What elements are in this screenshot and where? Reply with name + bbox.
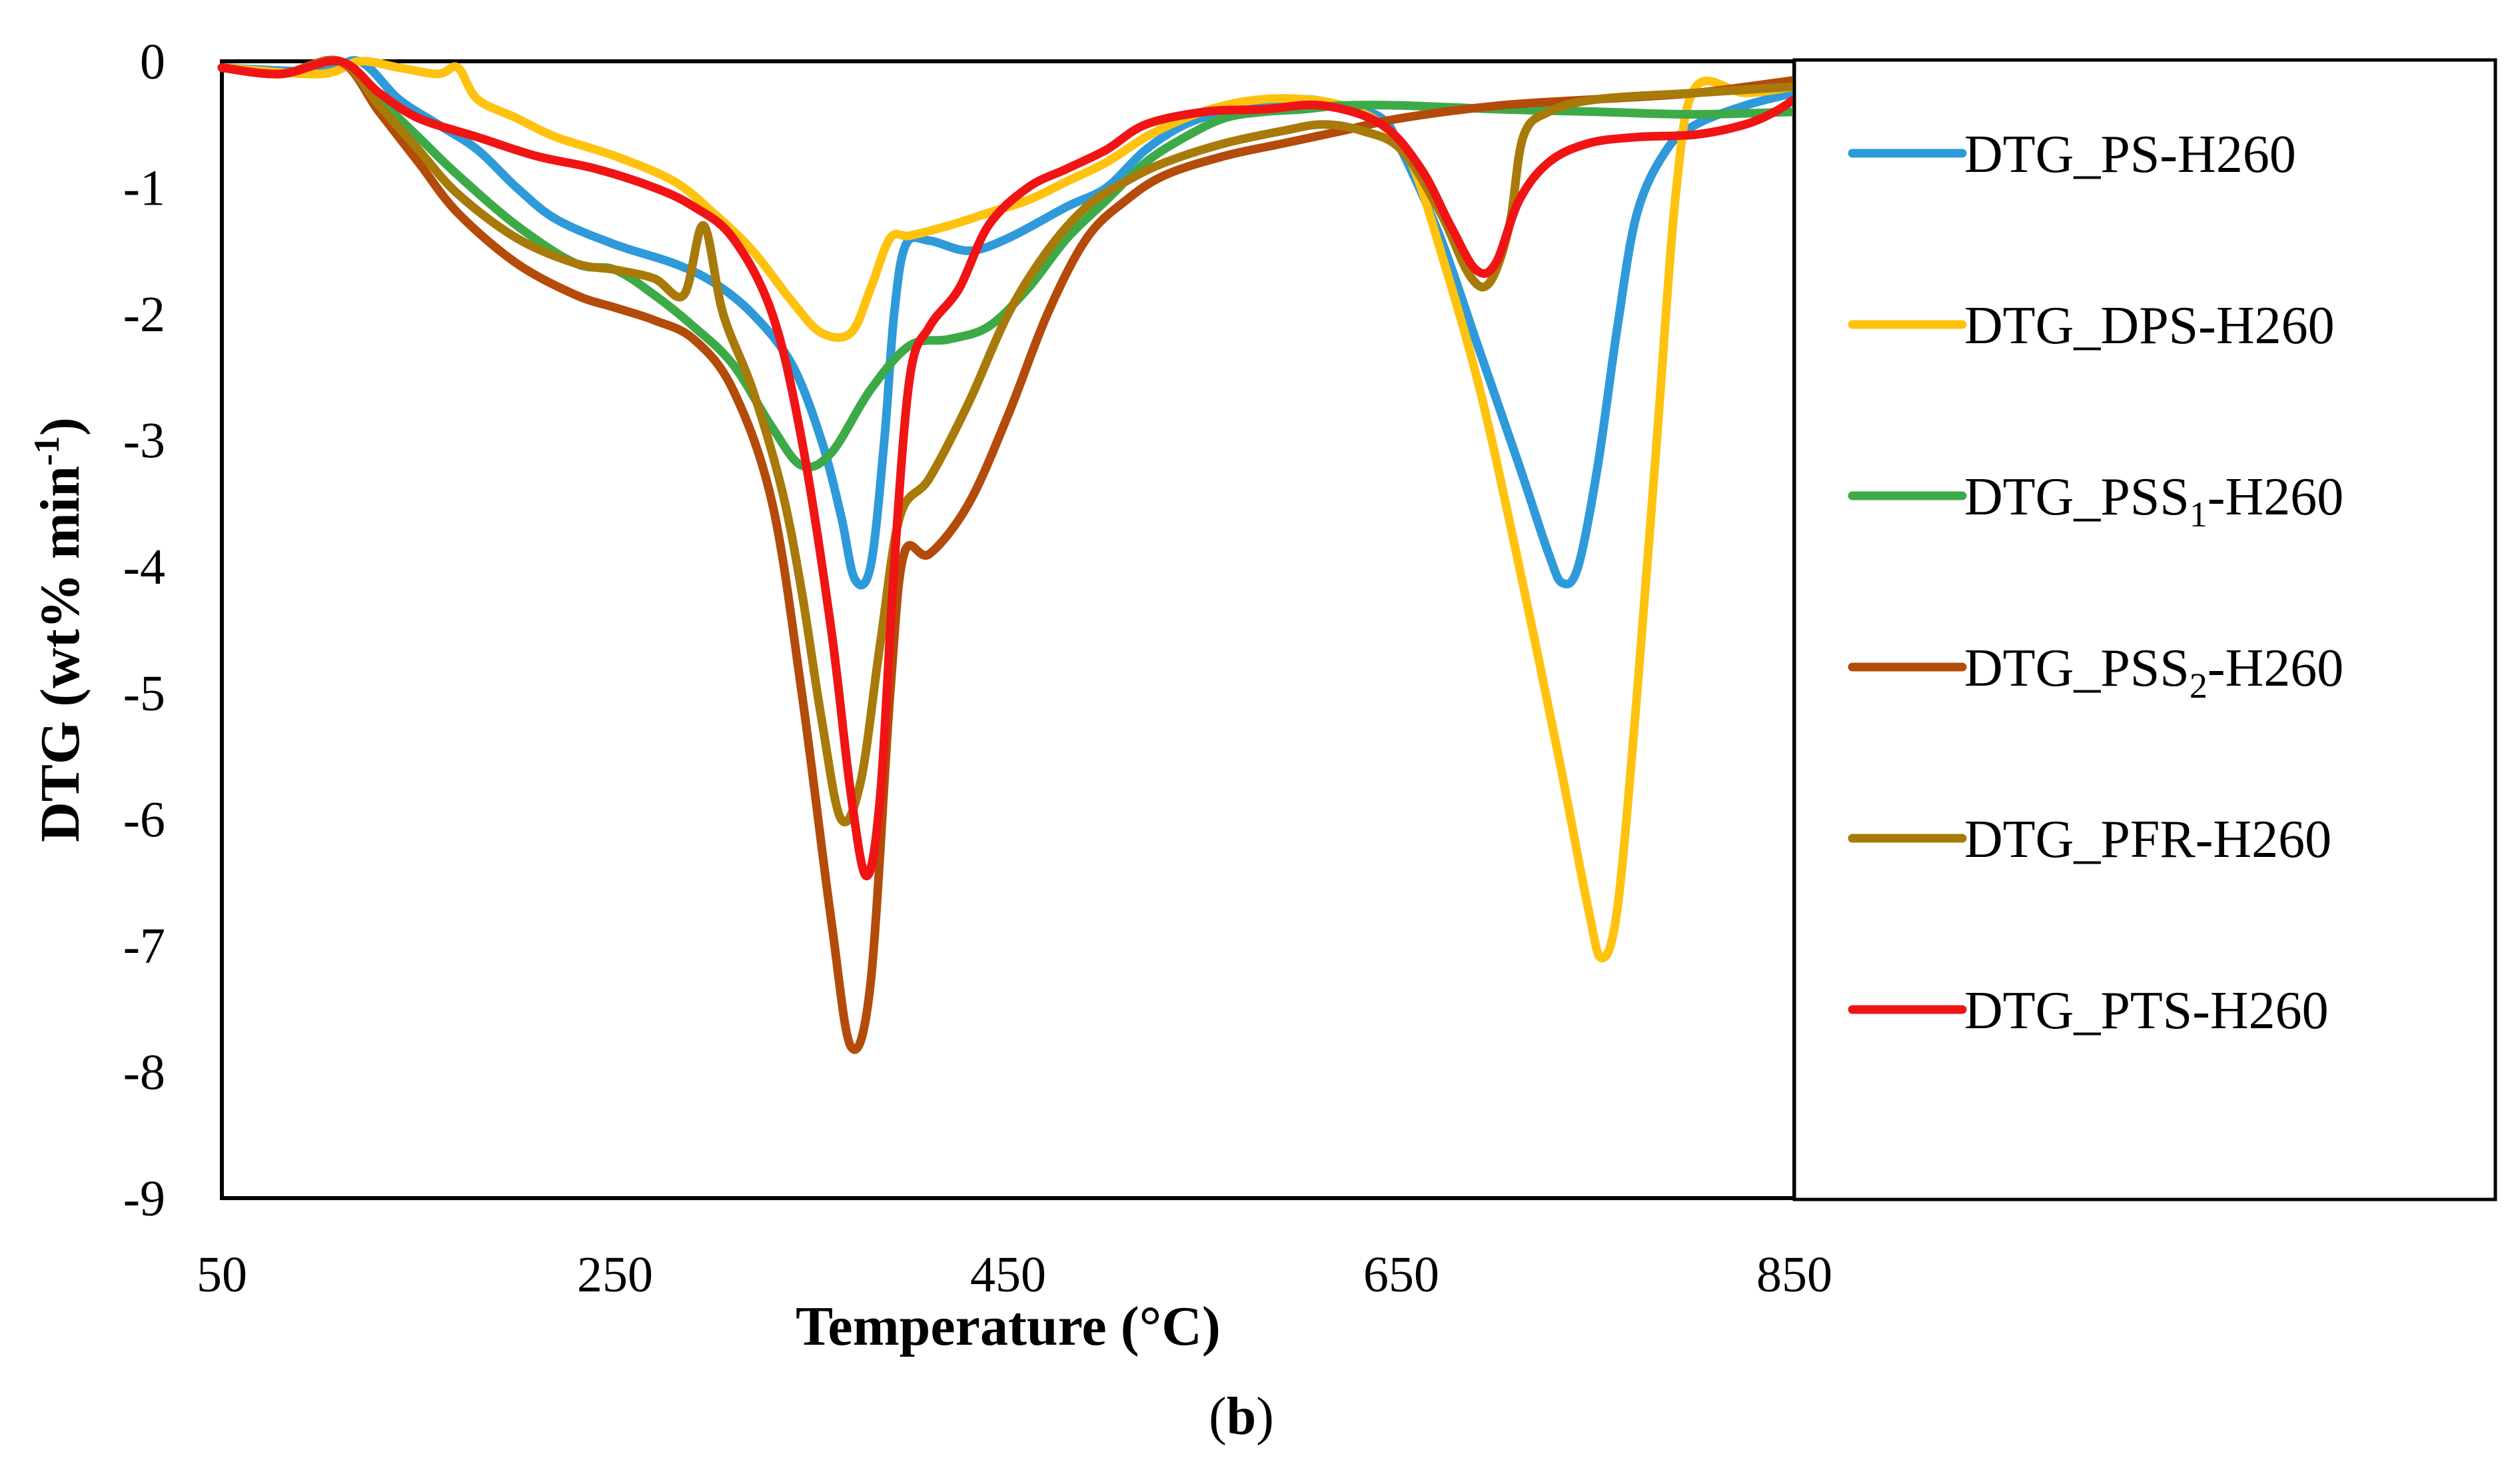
y-tick-label: 0 <box>140 34 165 90</box>
legend: DTG_PS-H260 DTG_DPS-H260 DTG_PSS1-H260 DTG_… <box>1848 125 2343 1040</box>
y-tick-label: -1 <box>123 161 165 217</box>
legend-label-1: DTG_PS-H260 <box>1964 125 2296 184</box>
y-tick-label: -7 <box>123 918 165 974</box>
y-tick-label: -2 <box>123 287 165 343</box>
series-layer <box>217 55 1799 1054</box>
x-tick-label: 850 <box>1756 1247 1832 1303</box>
y-tick-label: -8 <box>123 1044 165 1100</box>
x-tick-label: 50 <box>197 1247 247 1303</box>
legend-label-3: DTG_PSS1-H260 <box>1964 468 2343 534</box>
y-tick-label: -4 <box>123 539 165 595</box>
x-axis-ticks: 50 250 450 650 850 <box>197 1247 1832 1303</box>
y-axis-title: DTG (wt% min-1) <box>27 417 91 842</box>
y-tick-label: -5 <box>123 666 165 722</box>
legend-label-6: DTG_PTS-H260 <box>1964 982 2329 1040</box>
x-tick-label: 450 <box>970 1247 1046 1303</box>
y-tick-label: -6 <box>123 792 165 848</box>
y-tick-label: -3 <box>123 413 165 469</box>
legend-label-2: DTG_DPS-H260 <box>1964 297 2335 355</box>
legend-label-4: DTG_PSS2-H260 <box>1964 639 2343 706</box>
series-line-1 <box>217 56 1799 590</box>
series-line-6 <box>217 56 1799 881</box>
series-line-4 <box>217 55 1799 1054</box>
legend-label-5: DTG_PFR-H260 <box>1964 810 2331 869</box>
y-axis-ticks: 0 -1 -2 -3 -4 -5 -6 -7 -8 -9 <box>123 34 165 1227</box>
panel-label: (b) <box>1209 1387 1274 1446</box>
x-tick-label: 650 <box>1363 1247 1439 1303</box>
x-axis-title: Temperature (°C) <box>796 1295 1221 1357</box>
y-tick-label: -9 <box>123 1171 165 1227</box>
series-line-3 <box>217 56 1799 472</box>
plot-area <box>220 59 1796 1200</box>
x-tick-label: 250 <box>577 1247 653 1303</box>
